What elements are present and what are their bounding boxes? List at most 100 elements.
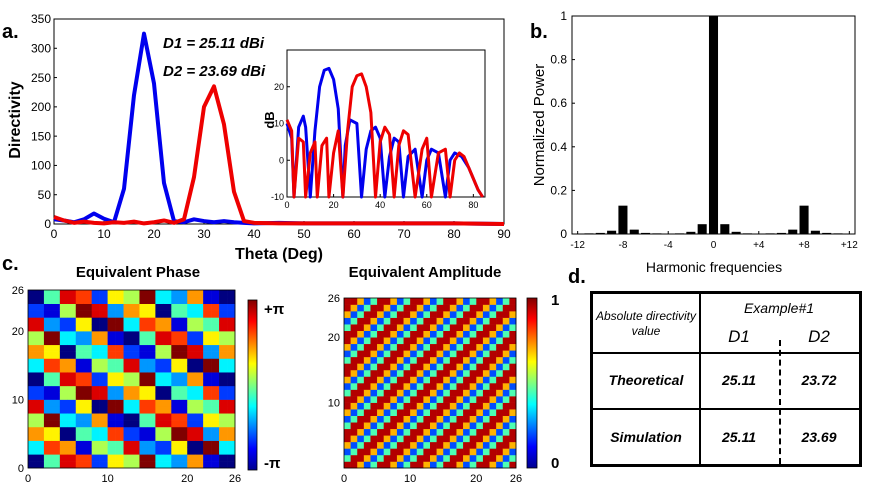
heatmap-cell (75, 296, 85, 304)
heatmap-cell (509, 389, 517, 397)
heatmap-cell (155, 379, 164, 387)
heatmap-cell (416, 337, 424, 345)
chart-b-bar: -12 -8 -4 0 +4 +8 +12 0 0.2 0.4 0.6 0.8 1 (550, 9, 858, 251)
heatmap-cell (443, 350, 451, 358)
heatmap-cell (403, 376, 411, 384)
heatmap-cell (147, 440, 156, 448)
heatmap-cell (436, 396, 444, 403)
heatmap-cell (123, 372, 132, 380)
heatmap-cell (463, 389, 470, 397)
heatmap-cell (482, 448, 490, 456)
heatmap-cell (430, 356, 437, 364)
heatmap-cell (115, 344, 124, 352)
heatmap-cell (163, 303, 172, 311)
heatmap-cell (357, 298, 365, 305)
heatmap-cell (502, 422, 510, 430)
heatmap-cell (195, 344, 204, 352)
heatmap-cell (363, 396, 371, 403)
heatmap-cell (416, 350, 424, 358)
heatmap-cell (51, 324, 61, 332)
heatmap-cell (390, 350, 398, 358)
heatmap-cell (75, 447, 85, 455)
heatmap-cell (396, 396, 404, 403)
heatmap-cell (219, 447, 228, 455)
heatmap-cell (91, 317, 100, 325)
heatmap-cell (482, 383, 490, 390)
heatmap-cell (416, 402, 424, 410)
heatmap-cell (390, 428, 398, 436)
heatmap-cell (123, 331, 132, 339)
heatmap-cell (357, 389, 365, 397)
heatmap-cell (370, 298, 378, 305)
heatmap-cell (390, 317, 398, 325)
heatmap-cell (469, 311, 477, 318)
heatmap-cell (509, 356, 517, 364)
heatmap-cell (396, 448, 404, 456)
heatmap-cell (195, 290, 204, 298)
heatmap-cell (91, 372, 100, 380)
heatmap-cell (344, 298, 351, 305)
heatmap-cell (496, 343, 504, 351)
heatmap-cell (179, 351, 188, 359)
heatmap-cell (139, 379, 148, 387)
heatmap-cell (370, 415, 378, 423)
heatmap-cell (147, 337, 156, 346)
heatmap-cell (51, 461, 61, 469)
x-tick-label: 80 (468, 200, 478, 210)
bar (810, 230, 820, 234)
heatmap-cell (344, 383, 351, 390)
heatmap-cell (163, 392, 172, 400)
heatmap-cell (171, 290, 180, 298)
y-tick-label: 20 (274, 82, 284, 92)
heatmap-cell (187, 406, 196, 414)
heatmap-cell (410, 350, 418, 358)
heatmap-cell (147, 385, 156, 393)
heatmap-cell (390, 356, 398, 364)
heatmap-cell (83, 303, 92, 311)
x-tick-label: 20 (329, 200, 339, 210)
heatmap-cell (403, 383, 411, 390)
heatmap-cell (203, 344, 212, 352)
heatmap-cell (123, 447, 132, 455)
heatmap-cell (370, 461, 378, 469)
heatmap-cell (396, 363, 404, 371)
heatmap-cell (227, 303, 236, 311)
heatmap-cell (163, 379, 172, 387)
heatmap-cell (489, 330, 497, 338)
heatmap-cell (187, 365, 196, 373)
heatmap-cell (131, 392, 140, 400)
heatmap-cell (370, 441, 378, 449)
heatmap-cell (396, 402, 404, 410)
heatmap-cell (139, 317, 148, 325)
heatmap-cell (195, 385, 204, 393)
heatmap-cell (469, 422, 477, 430)
heatmap-cell (155, 365, 164, 373)
heatmap-cell (482, 324, 490, 331)
heatmap-cell (396, 324, 404, 331)
heatmap-cell (476, 350, 484, 358)
heatmap-cell (195, 399, 204, 407)
heatmap-cell (350, 402, 358, 410)
panel-label-c: c. (2, 253, 19, 275)
heatmap-cell (509, 396, 517, 403)
y-tick-label: 10 (274, 119, 284, 129)
heatmap-cell (131, 420, 140, 428)
heatmap-cell (489, 311, 497, 318)
heatmap-cell (423, 454, 431, 462)
heatmap-cell (139, 358, 148, 366)
heatmap-cell (363, 311, 371, 318)
heatmap-cell (35, 379, 45, 387)
heatmap-cell (496, 363, 504, 371)
heatmap-cell (155, 406, 164, 414)
heatmap-cell (59, 385, 69, 393)
heatmap-cell (219, 385, 228, 393)
heatmap-cell (489, 415, 497, 423)
heatmap-cell (496, 448, 504, 456)
heatmap-cell (390, 402, 398, 410)
heatmap-cell (396, 415, 404, 423)
heatmap-cell (403, 409, 411, 416)
heatmap-cell (139, 454, 148, 462)
heatmap-cell (449, 337, 457, 345)
heatmap-cell (115, 440, 124, 448)
heatmap-cell (403, 428, 411, 436)
